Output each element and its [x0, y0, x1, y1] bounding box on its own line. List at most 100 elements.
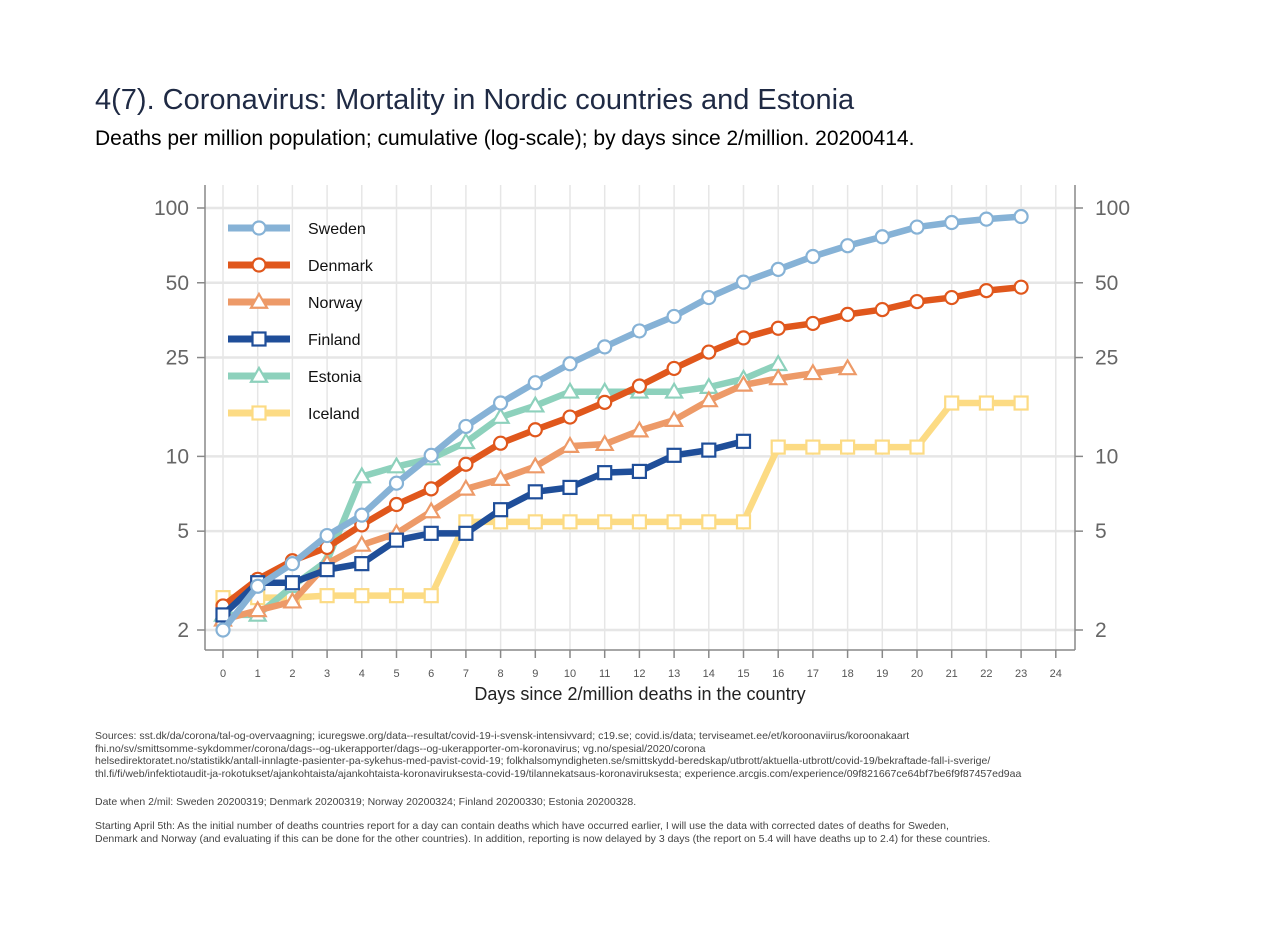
data-point-denmark: [839, 306, 856, 322]
data-point-sweden: [805, 248, 821, 265]
data-point-finland: [597, 465, 613, 481]
data-point-denmark: [527, 422, 543, 438]
data-point-sweden: [839, 238, 856, 254]
data-point-norway: [733, 374, 754, 392]
data-point-sweden: [458, 418, 474, 435]
data-point-iceland: [805, 439, 821, 455]
data-point-sweden: [631, 323, 648, 339]
legend-item-sweden: Sweden: [228, 220, 366, 238]
data-point-iceland: [493, 514, 509, 530]
data-point-denmark: [735, 330, 752, 346]
data-point-norway: [802, 363, 823, 381]
data-point-sweden: [319, 527, 335, 544]
data-point-iceland: [978, 395, 995, 411]
data-point-estonia: [490, 406, 511, 424]
y-tick-label-left: 2: [177, 619, 189, 642]
legend-label: Iceland: [308, 406, 360, 423]
y-tick-label-left: 100: [154, 197, 189, 220]
x-tick-label: 20: [911, 668, 923, 680]
x-tick-label: 4: [359, 668, 365, 680]
data-point-norway: [421, 501, 442, 519]
legend-label: Denmark: [308, 258, 374, 275]
legend-label: Norway: [308, 295, 362, 312]
data-point-estonia: [560, 381, 580, 399]
grid-layer: [205, 185, 1075, 650]
y-tick-label-right: 50: [1095, 272, 1118, 295]
data-point-denmark: [562, 409, 578, 425]
data-point-finland: [735, 433, 752, 449]
legend-item-norway: Norway: [228, 291, 362, 312]
legend-marker: [251, 220, 267, 236]
data-point-estonia: [386, 456, 407, 474]
data-point-denmark: [458, 456, 474, 472]
data-point-iceland: [527, 514, 543, 530]
data-point-iceland: [944, 395, 960, 411]
data-point-sweden: [1013, 208, 1029, 225]
data-point-iceland: [354, 588, 370, 604]
data-point-denmark: [978, 282, 995, 299]
data-point-sweden: [562, 356, 578, 372]
data-point-denmark: [805, 315, 821, 332]
data-point-finland: [423, 525, 439, 541]
data-point-finland: [284, 575, 300, 591]
data-point-norway: [560, 435, 580, 453]
x-tick-label: 5: [393, 668, 399, 680]
y-tick-label-left: 25: [166, 347, 189, 370]
data-point-estonia: [525, 395, 546, 413]
data-point-sweden: [944, 214, 960, 231]
data-point-finland: [527, 484, 543, 500]
data-point-iceland: [388, 588, 405, 604]
data-point-iceland: [597, 514, 613, 530]
data-point-norway: [594, 433, 615, 452]
data-point-norway: [455, 478, 476, 496]
x-tick-label: 15: [737, 668, 749, 680]
x-tick-label: 11: [599, 668, 610, 680]
data-point-sweden: [493, 395, 509, 411]
data-point-finland: [666, 447, 682, 463]
legend-label: Finland: [308, 332, 360, 349]
data-point-finland: [215, 607, 231, 623]
data-point-denmark: [770, 320, 786, 336]
legend-marker: [251, 405, 267, 421]
data-point-norway: [247, 600, 268, 618]
legend-marker: [249, 291, 269, 309]
data-point-norway: [282, 591, 303, 609]
data-point-sweden: [701, 289, 717, 306]
x-tick-label: 1: [255, 668, 261, 680]
data-point-iceland: [666, 514, 682, 530]
x-tick-label: 10: [564, 668, 576, 680]
data-point-iceland: [1013, 395, 1029, 411]
data-point-sweden: [388, 475, 405, 491]
x-tick-label: 6: [428, 668, 434, 680]
data-point-iceland: [770, 439, 786, 455]
data-point-denmark: [597, 394, 613, 410]
data-point-iceland: [631, 514, 648, 530]
sources-note: Sources: sst.dk/da/corona/tal-og-overvaa…: [95, 730, 1022, 780]
x-tick-label: 17: [807, 668, 819, 680]
data-point-denmark: [493, 435, 509, 451]
data-point-finland: [458, 525, 474, 541]
data-point-sweden: [909, 219, 925, 235]
x-tick-label: 2: [289, 668, 295, 680]
legend-item-finland: Finland: [228, 331, 360, 349]
x-tick-label: 0: [220, 668, 226, 680]
data-point-denmark: [388, 496, 405, 513]
y-tick-label-left: 50: [166, 272, 189, 295]
legend-layer: Sweden Denmark Norway Finland Estonia Iceland: [228, 220, 374, 423]
data-point-estonia: [351, 466, 372, 484]
data-point-sweden: [354, 507, 370, 523]
x-tick-label: 13: [668, 668, 680, 680]
y-tick-label-right: 2: [1095, 619, 1107, 642]
data-point-finland: [562, 479, 578, 496]
data-point-estonia: [664, 381, 685, 399]
legend-marker: [251, 257, 267, 273]
x-tick-label: 8: [498, 668, 504, 680]
data-point-denmark: [423, 481, 439, 497]
series-layer: [213, 208, 1029, 638]
data-point-sweden: [527, 375, 543, 391]
data-point-finland: [388, 532, 405, 548]
series-line-finland: [220, 438, 745, 618]
data-point-iceland: [839, 439, 856, 455]
x-tick-label: 23: [1015, 668, 1027, 680]
